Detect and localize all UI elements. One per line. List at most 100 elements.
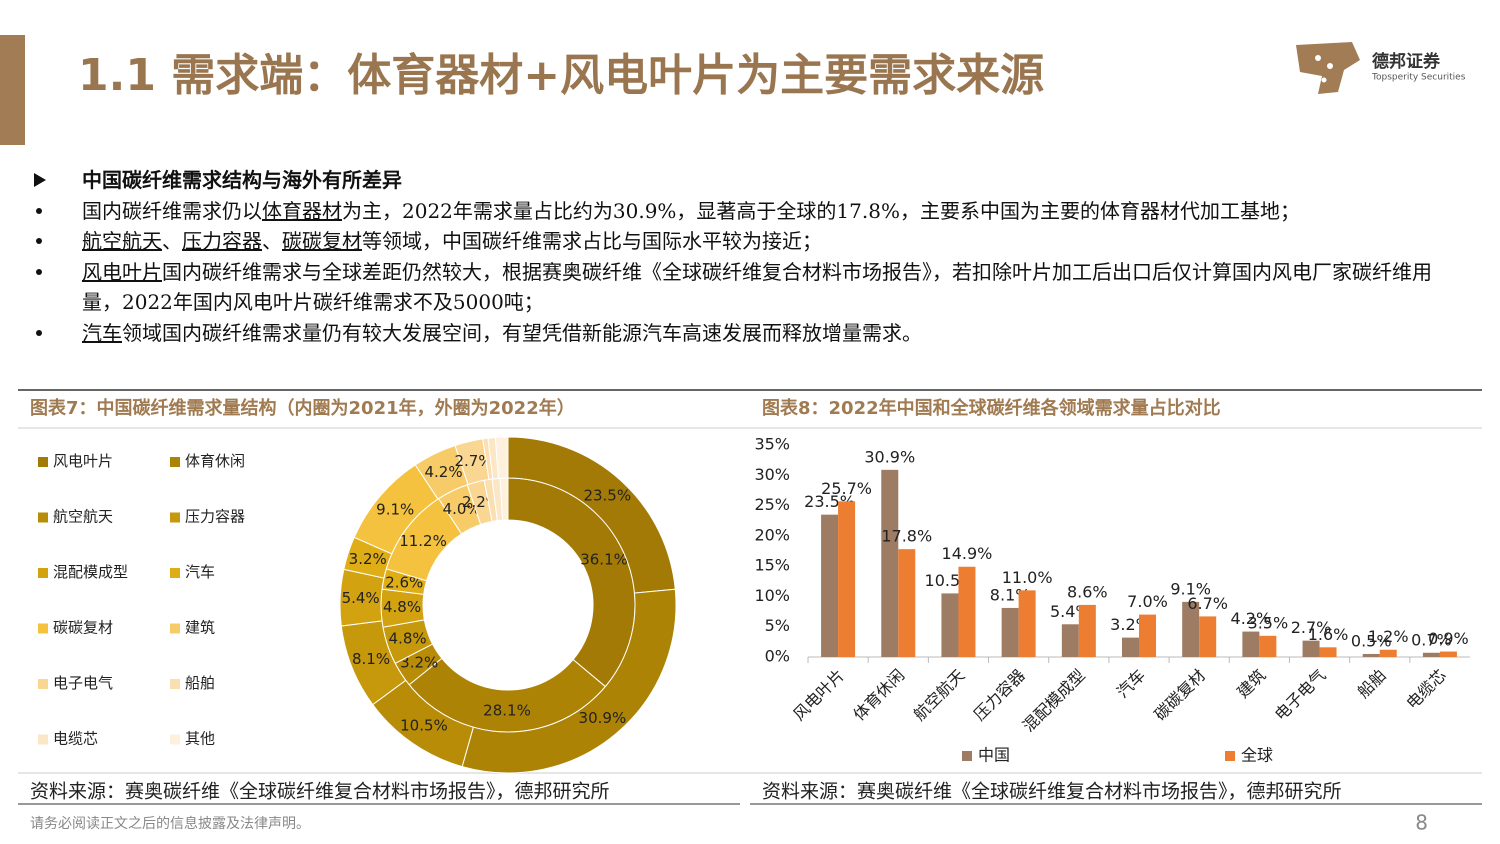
bullet: 国内碳纤维需求仍以体育器材为主，2022年需求量占比约为30.9%，显著高于全球… (34, 196, 1464, 227)
bullet-text: 、 (162, 229, 182, 253)
data-label: 2.7% (1291, 618, 1332, 637)
data-label: 0.5% (1351, 631, 1392, 650)
data-label: 30.9% (864, 447, 915, 466)
data-label: 3.2% (349, 550, 387, 568)
bar (1001, 607, 1019, 657)
bar (1139, 614, 1156, 657)
x-tick-label: 建筑 (1233, 666, 1269, 702)
legend-swatch (170, 457, 180, 467)
bullet-text: 风电叶片 (82, 259, 162, 284)
data-label: 17.8% (881, 527, 932, 546)
bar (1302, 640, 1320, 657)
data-label: 4.2% (1231, 609, 1272, 628)
source: 资料来源：赛奥碳纤维《全球碳纤维复合材料市场报告》，德邦研究所 (762, 781, 1342, 803)
bullet-text: 为主，2022年需求量占比约为30.9%，显著高于全球的17.8%，主要系中国为… (342, 198, 1300, 223)
y-tick-label: 35% (754, 435, 790, 454)
legend-swatch (38, 734, 48, 745)
slide-title: 1.1 需求端：体育器材+风电叶片为主要需求来源 (78, 50, 1044, 101)
x-tick-label: 碳碳复材 (1150, 666, 1209, 725)
legend-label: 中国 (978, 746, 1010, 765)
data-label: 11.0% (1002, 568, 1053, 587)
bullet-text: 体育器材 (262, 198, 342, 223)
legend-swatch (38, 568, 48, 578)
logo (1296, 42, 1360, 94)
bar (958, 566, 976, 657)
data-label: 9.1% (376, 500, 414, 518)
bullet-text: 国内碳纤维需求与全球差距仍然较大，根据赛奥碳纤维《全球碳纤维复合材料市场报告》，… (82, 259, 1432, 315)
legend-swatch (1225, 751, 1235, 761)
bar (1439, 651, 1457, 657)
legend-swatch (170, 512, 180, 523)
bar (1362, 653, 1380, 657)
arrow-marker (34, 173, 46, 187)
x-tick-label: 混配模成型 (1019, 666, 1089, 736)
legend-label: 其他 (185, 730, 215, 748)
bar (1078, 604, 1096, 657)
legend-swatch (170, 568, 180, 578)
bar (1242, 631, 1260, 657)
bullet-marker (36, 238, 42, 244)
legend-swatch (170, 734, 180, 745)
bar (1379, 649, 1397, 657)
bullet-text: 碳碳复材 (282, 229, 362, 253)
x-tick-label: 压力容器 (970, 666, 1029, 725)
x-tick-label: 电子电气 (1271, 666, 1330, 725)
x-tick-label: 汽车 (1113, 666, 1149, 702)
x-tick-label: 风电叶片 (789, 666, 848, 725)
section-heading: 中国碳纤维需求结构与海外有所差异 (34, 165, 1464, 196)
legend-label: 混配模成型 (53, 563, 128, 581)
bullet-text: 等领域，中国碳纤维需求占比与国际水平较为接近； (362, 229, 822, 253)
legend-swatch (170, 679, 180, 689)
legend-swatch (38, 623, 48, 634)
data-label: 2.7% (455, 452, 493, 470)
bullet-marker (36, 268, 42, 275)
legend-label: 体育休闲 (185, 452, 245, 470)
data-label: 5.4% (342, 589, 380, 607)
bar (1061, 624, 1079, 657)
y-tick-label: 0% (765, 647, 790, 666)
bar (838, 501, 856, 657)
bullet-text: 压力容器 (182, 229, 262, 253)
data-label: 4.0% (443, 500, 481, 518)
bullet: 汽车领域国内碳纤维需求量仍有较大发展空间，有望凭借新能源汽车高速发展而释放增量需… (34, 318, 1464, 349)
bar (1422, 652, 1440, 657)
data-label: 2.6% (385, 574, 423, 592)
y-tick-label: 15% (754, 556, 790, 575)
legend-label: 全球 (1241, 746, 1273, 765)
legend-label: 电缆芯 (53, 730, 98, 748)
source: 资料来源：赛奥碳纤维《全球碳纤维复合材料市场报告》，德邦研究所 (30, 781, 610, 803)
bar (1122, 637, 1139, 657)
bar (1182, 601, 1200, 657)
data-label: 0.7% (1411, 630, 1452, 649)
bullet-marker (36, 207, 42, 214)
x-tick-label: 船舶 (1354, 666, 1390, 702)
legend-label: 电子电气 (53, 674, 113, 692)
data-label: 3.5% (1248, 613, 1289, 632)
data-label: 8.1% (352, 650, 390, 668)
legend-label: 建筑 (185, 619, 215, 637)
legend-label: 压力容器 (185, 508, 245, 526)
y-tick-label: 30% (754, 465, 790, 484)
bar (881, 469, 899, 657)
data-label: 25.7% (821, 479, 872, 498)
legend-swatch (38, 457, 48, 467)
legend-label: 碳碳复材 (53, 619, 113, 637)
data-label: 7.0% (1127, 592, 1168, 611)
bullet-text: 国内碳纤维需求仍以 (82, 198, 262, 223)
bar (1259, 635, 1277, 657)
bar (941, 593, 959, 657)
x-tick-label: 航空航天 (910, 666, 969, 725)
page-number: 8 (1415, 811, 1428, 835)
data-label: 4.8% (383, 598, 421, 616)
legend-label: 航空航天 (53, 508, 113, 526)
bar (898, 549, 916, 657)
bar (1319, 647, 1337, 657)
data-label: 9.1% (1170, 579, 1211, 598)
data-label: 8.6% (1067, 582, 1108, 601)
chart-title: 图表8：2022年中国和全球碳纤维各领域需求量占比对比 (762, 397, 1221, 419)
data-label: 4.2% (424, 463, 462, 481)
legend-label: 船舶 (185, 674, 215, 692)
bullet-text: 、 (262, 229, 282, 253)
